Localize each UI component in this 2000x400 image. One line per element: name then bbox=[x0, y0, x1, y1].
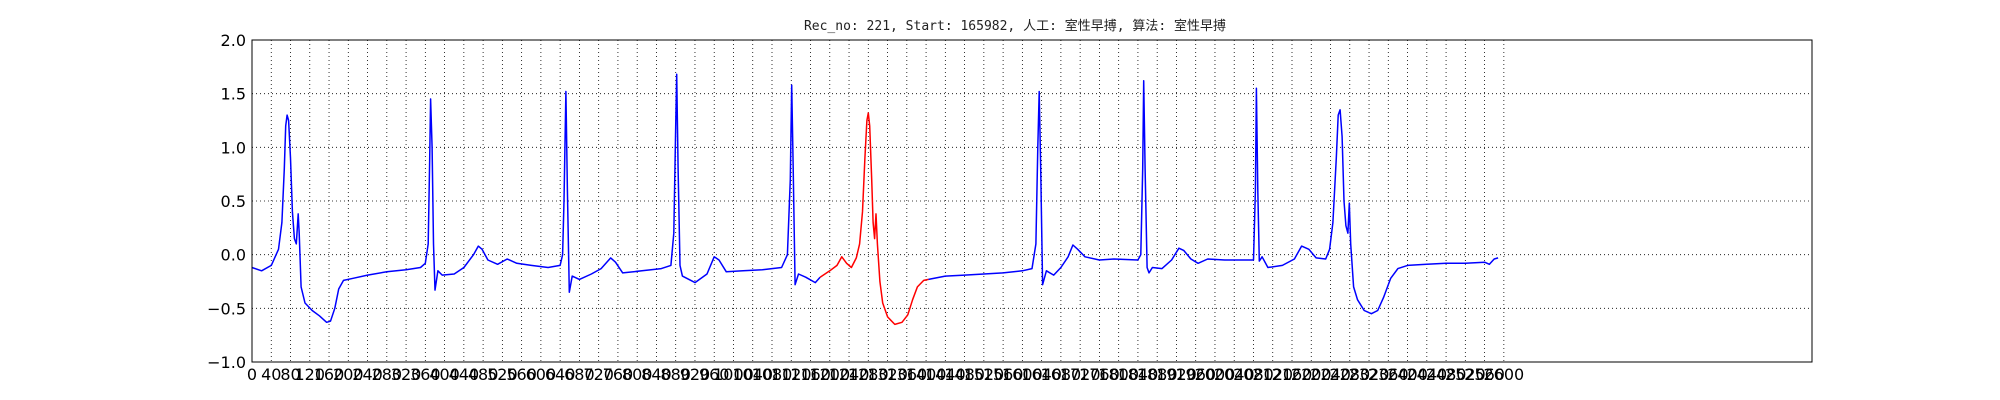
plot-frame bbox=[251, 39, 1813, 363]
y-tick-label: 0.5 bbox=[221, 192, 246, 211]
x-tick-label: 880 bbox=[660, 365, 691, 384]
x-tick-label: 1000 bbox=[713, 365, 754, 384]
x-tick-label: 2400 bbox=[1387, 365, 1428, 384]
y-tick-label: 1.0 bbox=[221, 138, 246, 157]
series-line-2 bbox=[928, 80, 1499, 315]
series-line-0 bbox=[251, 73, 821, 324]
y-tick-label: 2.0 bbox=[221, 31, 246, 50]
x-tick-label: 1240 bbox=[829, 365, 870, 384]
x-tick-label: 1480 bbox=[944, 365, 985, 384]
x-tick-label: 1640 bbox=[1021, 365, 1062, 384]
x-tick-label: 2040 bbox=[1214, 365, 1255, 384]
x-tick-label: 2120 bbox=[1252, 365, 1293, 384]
x-tick-label: 560 bbox=[506, 365, 537, 384]
x-tick-label: 1440 bbox=[925, 365, 966, 384]
x-tick-label: 80 bbox=[280, 365, 300, 384]
y-tick-label: −0.5 bbox=[207, 299, 246, 318]
x-tick-label: 160 bbox=[314, 365, 345, 384]
x-tick-label: 2360 bbox=[1368, 365, 1409, 384]
x-tick-label: 480 bbox=[468, 365, 499, 384]
x-tick-label: 2320 bbox=[1349, 365, 1390, 384]
x-tick-label: 1800 bbox=[1098, 365, 1139, 384]
x-tick-label: 1200 bbox=[809, 365, 850, 384]
x-tick-label: 1360 bbox=[886, 365, 927, 384]
x-tick-label: 240 bbox=[352, 365, 383, 384]
x-tick-label: 120 bbox=[295, 365, 326, 384]
x-tick-label: 2080 bbox=[1233, 365, 1274, 384]
x-tick-label: 320 bbox=[391, 365, 422, 384]
x-tick-label: 2240 bbox=[1310, 365, 1351, 384]
x-tick-label: 1120 bbox=[771, 365, 812, 384]
chart-title: Rec_no: 221, Start: 165982, 人工: 室性早搏, 算法… bbox=[804, 18, 1226, 34]
x-tick-label: 2280 bbox=[1329, 365, 1370, 384]
x-tick-label: 280 bbox=[372, 365, 403, 384]
x-tick-label: 920 bbox=[680, 365, 711, 384]
tick-labels: 0 408012016020024028032036040044048052056… bbox=[207, 31, 1524, 384]
x-tick-label: 720 bbox=[583, 365, 614, 384]
x-tick-label: 2440 bbox=[1406, 365, 1447, 384]
x-tick-label: 1280 bbox=[848, 365, 889, 384]
x-tick-label: 40 bbox=[261, 365, 281, 384]
x-tick-label: 600 bbox=[526, 365, 557, 384]
x-tick-label: 1720 bbox=[1060, 365, 1101, 384]
x-tick-label: 1960 bbox=[1175, 365, 1216, 384]
x-tick-label: 2200 bbox=[1291, 365, 1332, 384]
x-tick-label: 2480 bbox=[1426, 365, 1467, 384]
x-tick-label: 2160 bbox=[1272, 365, 1313, 384]
x-tick-label: 960 bbox=[699, 365, 730, 384]
x-tick-label: 680 bbox=[564, 365, 595, 384]
x-tick-label: 2520 bbox=[1445, 365, 1486, 384]
x-tick-label: 800 bbox=[622, 365, 653, 384]
x-tick-label: 1040 bbox=[732, 365, 773, 384]
grid-lines bbox=[251, 39, 1812, 363]
x-tick-label: 440 bbox=[449, 365, 480, 384]
x-tick-label: 0 bbox=[247, 365, 257, 384]
x-tick-label: 1840 bbox=[1118, 365, 1159, 384]
series-line-1 bbox=[819, 112, 929, 326]
y-tick-label: −1.0 bbox=[207, 353, 246, 372]
x-tick-label: 1760 bbox=[1079, 365, 1120, 384]
x-tick-label: 840 bbox=[641, 365, 672, 384]
x-tick-label: 1560 bbox=[983, 365, 1024, 384]
x-tick-label: 1320 bbox=[867, 365, 908, 384]
y-tick-label: 1.5 bbox=[221, 85, 246, 104]
x-tick-label: 1160 bbox=[790, 365, 831, 384]
x-tick-label: 1600 bbox=[1002, 365, 1043, 384]
x-tick-label: 1400 bbox=[906, 365, 947, 384]
x-tick-label: 200 bbox=[333, 365, 364, 384]
x-tick-label: 1080 bbox=[752, 365, 793, 384]
x-tick-label: 360 bbox=[410, 365, 441, 384]
series-group bbox=[251, 73, 1499, 326]
x-tick-label: 1520 bbox=[963, 365, 1004, 384]
x-tick-label: 1680 bbox=[1041, 365, 1082, 384]
x-tick-label: 2560 bbox=[1464, 365, 1505, 384]
x-tick-label: 1880 bbox=[1137, 365, 1178, 384]
x-tick-label: 520 bbox=[487, 365, 518, 384]
x-tick-label: 2600 bbox=[1483, 365, 1524, 384]
x-tick-label: 2000 bbox=[1195, 365, 1236, 384]
y-tick-label: 0.0 bbox=[221, 246, 246, 265]
x-tick-label: 400 bbox=[429, 365, 460, 384]
x-tick-label: 760 bbox=[603, 365, 634, 384]
x-tick-label: 1920 bbox=[1156, 365, 1197, 384]
x-tick-label: 640 bbox=[545, 365, 576, 384]
